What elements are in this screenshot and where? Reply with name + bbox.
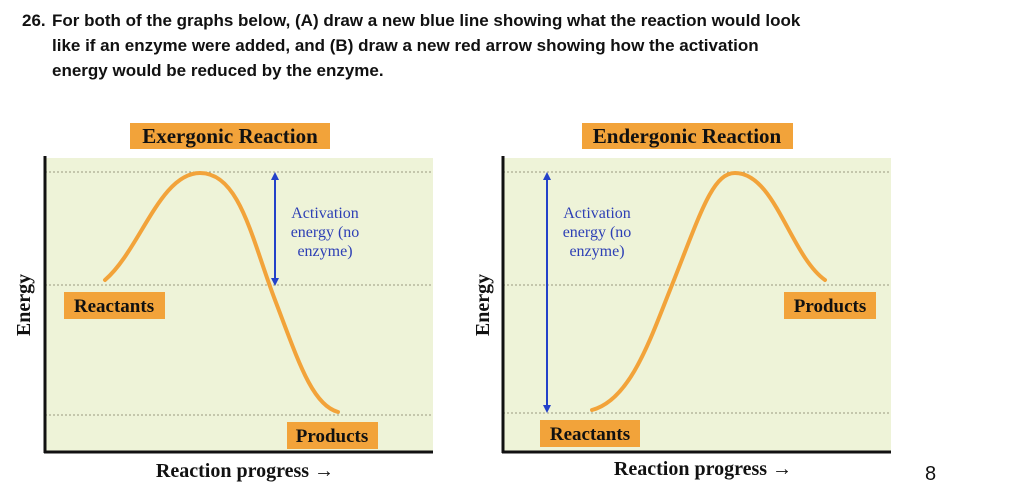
diagram-title: Endergonic Reaction bbox=[593, 124, 782, 148]
x-axis-label: Reaction progress → bbox=[614, 458, 792, 480]
arrow-label: Activation bbox=[291, 205, 359, 222]
x-axis-label: Reaction progress → bbox=[156, 460, 334, 482]
question-line: For both of the graphs below, (A) draw a… bbox=[52, 11, 801, 30]
energy-curve bbox=[590, 170, 827, 412]
label-box bbox=[64, 292, 165, 319]
products-label: Products bbox=[794, 296, 866, 317]
arrow-label: enzyme) bbox=[297, 243, 352, 260]
reactants-label: Reactants bbox=[550, 424, 630, 445]
y-axis-label: Energy bbox=[13, 274, 35, 336]
products-label: Products bbox=[296, 426, 368, 447]
y-axis-label: Energy bbox=[472, 274, 494, 336]
page-number: 8 bbox=[925, 463, 936, 485]
diagram: Activation energy (no enzyme) Endergonic… bbox=[472, 123, 891, 480]
diagram-title: Exergonic Reaction bbox=[142, 124, 318, 148]
title-box bbox=[582, 123, 793, 149]
arrow-label: energy (no bbox=[563, 224, 632, 241]
question-line: energy would be reduced by the enzyme. bbox=[52, 61, 384, 80]
label-box bbox=[784, 292, 876, 319]
question-line: like if an enzyme were added, and (B) dr… bbox=[52, 36, 759, 55]
energy-curve bbox=[103, 170, 340, 414]
arrow-label: enzyme) bbox=[569, 243, 624, 260]
arrow-label: Activation bbox=[563, 205, 631, 222]
question-number: 26. bbox=[22, 11, 46, 30]
title-box bbox=[130, 123, 330, 149]
diagram: Activation energy (no enzyme) Exergonic … bbox=[13, 123, 433, 482]
label-box bbox=[287, 422, 378, 449]
label-box bbox=[540, 420, 640, 447]
reactants-label: Reactants bbox=[74, 296, 154, 317]
arrow-label: energy (no bbox=[291, 224, 360, 241]
